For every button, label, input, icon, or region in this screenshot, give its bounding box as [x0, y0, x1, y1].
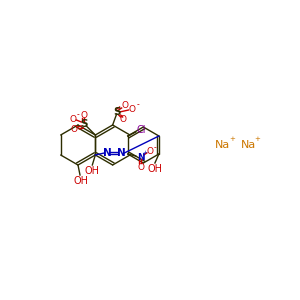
Text: OH: OH: [85, 166, 100, 176]
Text: S: S: [81, 119, 88, 129]
Text: -: -: [136, 100, 139, 109]
Text: +: +: [229, 136, 235, 142]
Text: Cl: Cl: [137, 125, 146, 135]
Text: -: -: [77, 110, 80, 119]
Text: O: O: [146, 148, 153, 157]
Text: Na: Na: [240, 140, 256, 150]
Text: O: O: [71, 125, 78, 134]
Text: OH: OH: [147, 164, 162, 174]
Text: N: N: [103, 148, 112, 158]
Text: -: -: [153, 143, 156, 152]
Text: O: O: [137, 163, 144, 172]
Text: O: O: [70, 116, 77, 124]
Text: N: N: [137, 152, 145, 161]
Text: O: O: [81, 110, 88, 119]
Text: +: +: [142, 151, 147, 155]
Text: Na: Na: [215, 140, 231, 150]
Text: O: O: [121, 100, 128, 109]
Text: N: N: [117, 148, 126, 158]
Text: O: O: [128, 106, 135, 115]
Text: S: S: [113, 107, 120, 117]
Text: +: +: [254, 136, 260, 142]
Text: OH: OH: [74, 176, 88, 186]
Text: O: O: [119, 116, 126, 124]
